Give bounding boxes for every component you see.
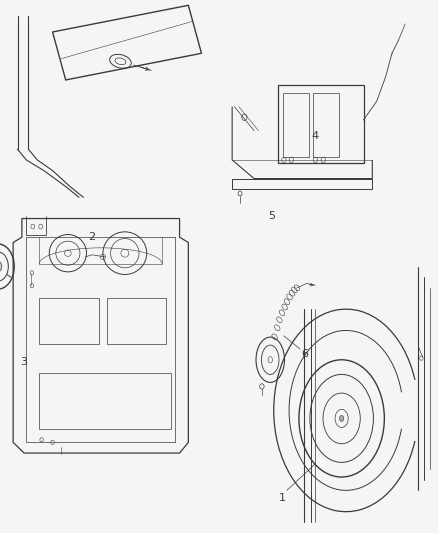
Bar — [39, 298, 99, 344]
Ellipse shape — [339, 416, 344, 421]
Bar — [39, 373, 171, 429]
Bar — [283, 93, 309, 157]
Text: 5: 5 — [268, 211, 275, 221]
Ellipse shape — [0, 261, 2, 272]
Text: 2: 2 — [88, 232, 95, 242]
Bar — [313, 93, 339, 157]
Text: 3: 3 — [21, 358, 28, 367]
Text: 6: 6 — [301, 350, 308, 359]
Bar — [278, 85, 364, 163]
Bar — [107, 298, 166, 344]
Text: 1: 1 — [279, 494, 286, 503]
Text: 4: 4 — [312, 131, 319, 141]
